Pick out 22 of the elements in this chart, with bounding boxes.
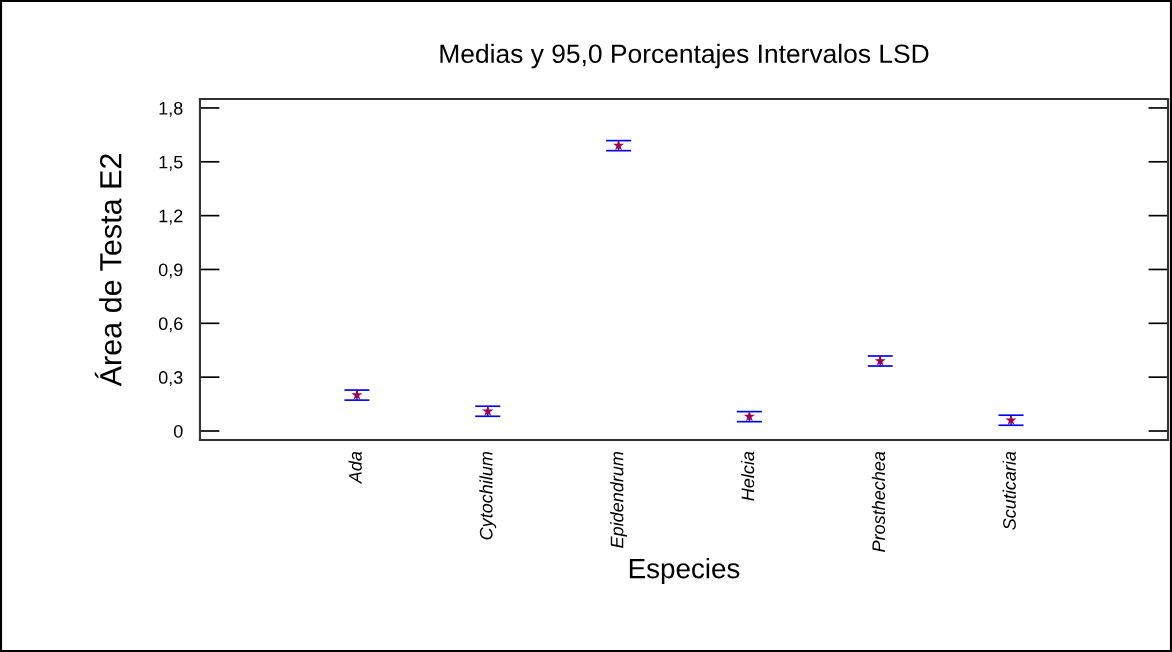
y-tick-label: 1,5 [159, 155, 183, 171]
x-tick-label: Helcia [740, 451, 755, 501]
x-tick-label: Scuticaria [1002, 451, 1016, 530]
x-tick-label: Epidendrum [610, 451, 627, 548]
y-tick-label: 1,8 [159, 101, 183, 117]
point [743, 410, 755, 422]
x-tick-label: Cytochilum [479, 451, 497, 540]
y-tick-label: 1,2 [159, 209, 183, 225]
x-axis-title: Especies [629, 558, 740, 584]
chart-title: Medias y 95,0 Porcentajes Intervalos LSD [440, 43, 929, 69]
x-tick-label: Prosthechea [871, 451, 886, 552]
y-axis-title: Área de Testa E2 [94, 154, 122, 387]
y-tick-label: 0,3 [158, 371, 183, 387]
point [351, 389, 363, 400]
y-tick-label: 0,9 [158, 263, 183, 279]
point [613, 139, 625, 151]
x-tick-label: Ada [348, 451, 362, 485]
point [482, 405, 494, 416]
point [874, 355, 886, 366]
y-tick-label: 0,6 [158, 317, 183, 333]
point [1005, 414, 1017, 425]
y-tick-label: 0 [173, 424, 183, 438]
